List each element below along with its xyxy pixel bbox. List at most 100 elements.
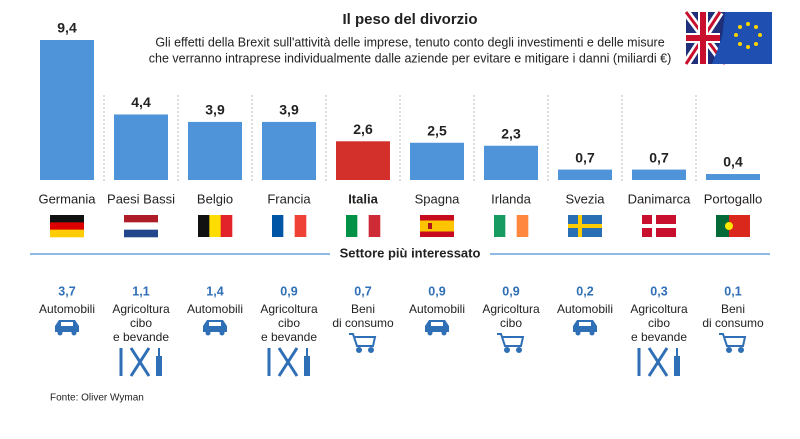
car-window xyxy=(431,322,443,326)
car-icon xyxy=(55,320,79,336)
car-wheel xyxy=(441,330,447,336)
cart-body xyxy=(719,333,747,347)
car-wheel xyxy=(575,330,581,336)
sector-label: Automobili xyxy=(187,302,243,316)
flag-emblem xyxy=(428,223,432,229)
bottle xyxy=(304,356,310,376)
section-title: Settore più interessato xyxy=(340,245,481,260)
flag xyxy=(494,215,529,237)
food-icon xyxy=(119,347,162,377)
car-wheel xyxy=(57,330,63,336)
flag-stripe xyxy=(50,222,84,230)
flag-stripe xyxy=(294,215,307,237)
sector-label: cibo xyxy=(130,316,152,330)
cart-icon xyxy=(719,333,747,353)
x-tick-label: Germania xyxy=(38,191,96,206)
flag xyxy=(198,215,233,237)
value-label: 2,5 xyxy=(427,122,447,138)
flag-stripe xyxy=(283,215,295,237)
x-tick-label: Italia xyxy=(348,191,378,206)
sector-label: Beni xyxy=(721,302,745,316)
flag-stripe xyxy=(124,229,158,238)
value-label: 2,3 xyxy=(501,125,521,141)
sector-value: 0,9 xyxy=(280,284,297,298)
sector-label: Agricoltura xyxy=(630,302,688,316)
sector-label: cibo xyxy=(500,316,522,330)
cart-icon xyxy=(497,333,525,353)
bar xyxy=(558,169,612,180)
flag xyxy=(272,215,307,237)
bottle-neck xyxy=(158,348,160,356)
sector-label: Automobili xyxy=(39,302,95,316)
subtitle-line: Gli effetti della Brexit sull'attività d… xyxy=(155,35,664,49)
sector-value: 0,9 xyxy=(502,284,519,298)
bar xyxy=(336,141,390,180)
flag-cross xyxy=(642,224,676,228)
car-icon xyxy=(425,320,449,336)
car-wheel xyxy=(71,330,77,336)
flag-field xyxy=(716,215,729,237)
uk-eu-flag xyxy=(682,9,772,67)
cart-wheel xyxy=(504,347,510,353)
bar xyxy=(114,114,168,180)
flag-stripe xyxy=(494,215,506,237)
x-tick-label: Danimarca xyxy=(628,191,692,206)
sector-value: 3,7 xyxy=(58,284,75,298)
x-tick-label: Francia xyxy=(267,191,311,206)
flag-stripe xyxy=(346,215,358,237)
sector-label: cibo xyxy=(278,316,300,330)
sector-label: Agricoltura xyxy=(260,302,318,316)
flag-stripe xyxy=(209,215,221,237)
sector-label: cibo xyxy=(648,316,670,330)
flag xyxy=(346,215,381,237)
flag-cross xyxy=(568,224,602,228)
flag xyxy=(124,215,158,238)
bar xyxy=(188,121,242,180)
x-tick-label: Paesi Bassi xyxy=(107,191,175,206)
sector-label: e bevande xyxy=(631,330,687,344)
sector-label: Automobili xyxy=(557,302,613,316)
sector-value: 1,4 xyxy=(206,284,223,298)
sector-label: e bevande xyxy=(113,330,169,344)
flag-stripe xyxy=(357,215,369,237)
car-wheel xyxy=(219,330,225,336)
flag-stripe xyxy=(272,215,284,237)
bar xyxy=(410,142,464,180)
flag-stripe xyxy=(505,215,517,237)
cart-wheel xyxy=(738,347,744,353)
flag-cross xyxy=(578,215,582,237)
car-window xyxy=(61,322,73,326)
value-label: 3,9 xyxy=(279,102,299,118)
value-label: 0,4 xyxy=(723,154,743,170)
flag xyxy=(568,215,602,237)
sector-value: 1,1 xyxy=(132,284,149,298)
food-icon xyxy=(267,347,310,377)
flag xyxy=(716,215,750,237)
bottle-neck xyxy=(676,348,678,356)
value-label: 3,9 xyxy=(205,102,225,118)
knife xyxy=(277,347,299,377)
flag xyxy=(50,215,84,238)
sector-label: Agricoltura xyxy=(112,302,170,316)
bottle xyxy=(674,356,680,376)
sector-value: 0,2 xyxy=(576,284,593,298)
car-window xyxy=(209,322,221,326)
x-tick-label: Spagna xyxy=(415,191,461,206)
sector-label: di consumo xyxy=(332,316,394,330)
flag-emblem xyxy=(725,222,733,230)
value-label: 9,4 xyxy=(57,20,77,36)
value-label: 0,7 xyxy=(649,149,669,165)
cart-wheel xyxy=(356,347,362,353)
car-window xyxy=(579,322,591,326)
sector-label: Beni xyxy=(351,302,375,316)
flag-stripe xyxy=(50,229,84,238)
x-tick-label: Svezia xyxy=(565,191,605,206)
value-label: 0,7 xyxy=(575,149,595,165)
knife xyxy=(129,347,151,377)
x-tick-label: Belgio xyxy=(197,191,233,206)
sector-value: 0,7 xyxy=(354,284,371,298)
x-tick-label: Portogallo xyxy=(704,191,763,206)
flag xyxy=(420,215,454,237)
food-icon xyxy=(637,347,680,377)
sector-value: 0,3 xyxy=(650,284,667,298)
